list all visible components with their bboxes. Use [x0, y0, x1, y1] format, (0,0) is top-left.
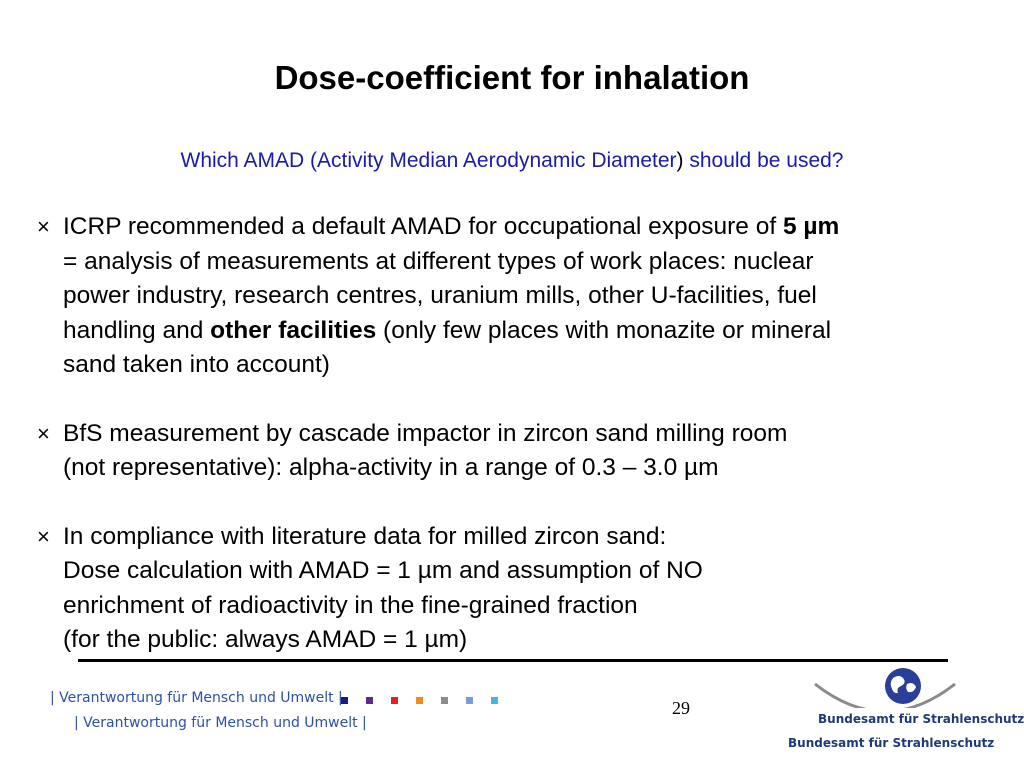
bullet-text: (only few places with monazite or minera…: [376, 316, 832, 344]
globe-land-icon: [890, 676, 916, 694]
bullet-item: × ICRP recommended a default AMAD for occ…: [37, 210, 997, 383]
color-square: [391, 697, 398, 704]
color-square: [341, 697, 348, 704]
color-square: [441, 697, 448, 704]
bullet-item: × In compliance with literature data for …: [37, 520, 997, 658]
bullet-emphasis: other facilities: [210, 316, 377, 344]
subtitle-part-2: should be used?: [683, 149, 844, 172]
bullet-marker-icon: ×: [37, 523, 50, 549]
bullet-line: In compliance with literature data for m…: [63, 520, 997, 555]
bullet-line: (not representative): alpha-activity in …: [63, 451, 997, 486]
bullet-marker-icon: ×: [37, 420, 50, 446]
bullet-text: BfS measurement by cascade impactor in z…: [63, 419, 788, 447]
bullet-text: Dose calculation with AMAD = 1 µm and as…: [63, 557, 703, 584]
slogan-line-2: | Verantwortung für Mensch und Umwelt |: [74, 715, 367, 731]
subtitle-paren: ): [676, 149, 684, 172]
color-square: [466, 697, 473, 704]
bullet-text: (for the public: always AMAD = 1 µm): [63, 626, 468, 653]
bullet-text: = analysis of measurements at different …: [63, 247, 814, 275]
footer-divider: [78, 659, 948, 662]
bullet-text: power industry, research centres, uraniu…: [63, 282, 817, 309]
bullet-marker-icon: ×: [37, 214, 50, 239]
logo-arc-icon: [814, 682, 956, 713]
bullet-text: In compliance with literature data for m…: [63, 522, 667, 550]
bullet-line: = analysis of measurements at different …: [63, 245, 997, 280]
slide-title: Dose-coefficient for inhalation: [274, 59, 750, 96]
bullet-text: (not representative): alpha-activity in …: [63, 454, 719, 481]
color-square: [366, 697, 373, 704]
color-square: [491, 697, 498, 704]
bullet-line: (for the public: always AMAD = 1 µm): [63, 623, 997, 658]
logo-backdrop: [815, 708, 985, 754]
bullet-line: BfS measurement by cascade impactor in z…: [63, 417, 997, 452]
globe-icon: [885, 668, 921, 704]
color-square: [416, 697, 423, 704]
page-number: 29: [672, 698, 690, 718]
slogan-line-1: | Verantwortung für Mensch und Umwelt |: [50, 690, 343, 706]
slide-subtitle: Which AMAD (Activity Median Aerodynamic …: [0, 147, 1024, 175]
bullet-line: handling and other facilities (only few …: [63, 314, 997, 349]
logo-name-1: Bundesamt für Strahlenschutz: [818, 712, 1024, 726]
bullet-text: ICRP recommended a default AMAD for occu…: [63, 213, 783, 240]
logo-name-2: Bundesamt für Strahlenschutz: [788, 736, 995, 750]
bullet-line: power industry, research centres, uraniu…: [63, 279, 997, 314]
bullet-text: handling and: [63, 316, 211, 344]
subtitle-part-1: Which AMAD (Activity Median Aerodynamic …: [180, 149, 677, 172]
bullet-text: enrichment of radioactivity in the fine-…: [63, 591, 638, 619]
bullet-list: × ICRP recommended a default AMAD for occ…: [37, 210, 997, 692]
bullet-text: sand taken into account): [63, 351, 330, 378]
bullet-item: × BfS measurement by cascade impactor in …: [37, 417, 997, 486]
bullet-line: sand taken into account): [63, 348, 997, 383]
bullet-line: Dose calculation with AMAD = 1 µm and as…: [63, 554, 997, 589]
bfs-logo: [814, 668, 985, 754]
bullet-line: enrichment of radioactivity in the fine-…: [63, 589, 997, 624]
bullet-line: ICRP recommended a default AMAD for occu…: [63, 210, 997, 245]
bullet-emphasis: 5 µm: [782, 213, 840, 240]
